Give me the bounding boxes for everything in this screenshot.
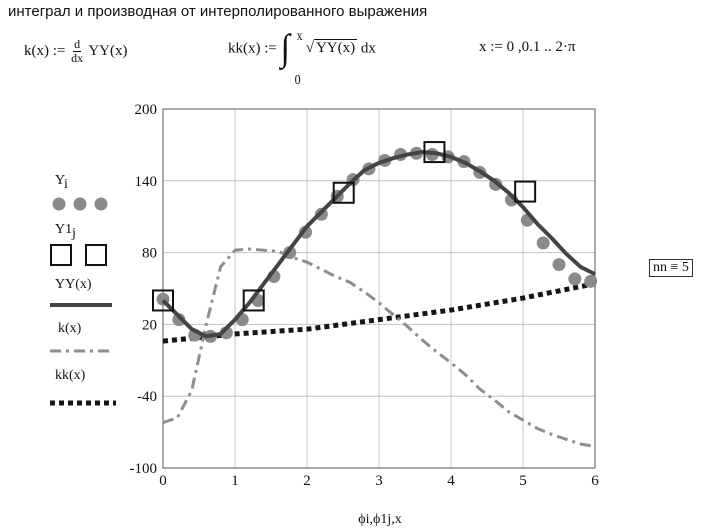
- series-yy-line: [161, 150, 596, 339]
- legend-swatch-yi: [52, 197, 66, 211]
- x-axis-label: ϕi,ϕ1j,x: [358, 512, 402, 527]
- legend-swatch-y1: [50, 244, 72, 266]
- series-yi-point: [172, 313, 186, 327]
- series-y1-square: [332, 181, 355, 204]
- x-tick-label: 3: [375, 473, 383, 489]
- x-tick-label: 2: [303, 473, 311, 489]
- integral-upper-limit: x: [296, 28, 303, 44]
- series-y1-square: [152, 289, 174, 312]
- legend-swatch-y1: [85, 244, 107, 266]
- series-kk-line: [162, 281, 596, 344]
- page-heading: интеграл и производная от интерполирован…: [8, 3, 428, 20]
- x-tick-label: 4: [447, 473, 455, 489]
- y-tick-label: 200: [135, 102, 158, 118]
- series-y1-square: [242, 289, 265, 312]
- derivative-operator: d dx: [71, 38, 83, 65]
- integral-formula: kk(x) := ∫ x 0 √ YY(x) dx: [228, 28, 376, 87]
- series-y1-square: [423, 141, 446, 164]
- legend-swatch-yi: [94, 197, 108, 211]
- integral-lower-limit: 0: [294, 72, 301, 88]
- kk-lhs: kk(x) :=: [228, 40, 277, 57]
- k-lhs: k(x) :=: [24, 42, 66, 59]
- derivative-formula: k(x) := d dx YY(x): [24, 38, 127, 65]
- y-tick-label: 80: [142, 246, 157, 262]
- integral-dx: dx: [360, 40, 376, 57]
- legend-label-yi: Y: [55, 173, 65, 188]
- y-tick-label: 140: [135, 174, 158, 190]
- x-tick-label: 6: [591, 473, 599, 489]
- series-k-line: [162, 247, 596, 448]
- x-tick-label: 5: [519, 473, 527, 489]
- legend-label-k: k(x): [58, 321, 82, 336]
- sqrt-argument: YY(x): [313, 39, 358, 57]
- y-tick-label: -40: [137, 389, 157, 405]
- series-yi-point: [536, 236, 550, 250]
- k-rhs: YY(x): [88, 42, 128, 59]
- legend-label-yy: YY(x): [55, 277, 92, 292]
- y-tick-label: -100: [130, 461, 158, 477]
- dx-denominator: dx: [71, 51, 84, 65]
- legend-label-yi-sub: i: [64, 177, 68, 192]
- series-yi-point: [568, 272, 582, 286]
- integral-sign: ∫ x 0: [281, 28, 303, 87]
- x-tick-label: 0: [159, 473, 167, 489]
- legend-label-kk: kk(x): [55, 368, 86, 383]
- legend-label-y1: Y1: [55, 222, 72, 237]
- y-tick-label: 20: [142, 317, 157, 333]
- plot-frame: [162, 108, 596, 469]
- series-yi-point: [584, 274, 598, 288]
- x-tick-label: 1: [231, 473, 239, 489]
- range-definition: x := 0 ,0.1 .. 2·π: [479, 39, 576, 55]
- nn-definition: nn ≡ 5: [649, 259, 693, 277]
- series-y1-square: [514, 180, 537, 203]
- legend-swatch-yi: [73, 197, 87, 211]
- d-numerator: d: [73, 37, 82, 52]
- series-yi-point: [552, 258, 566, 272]
- sqrt-sign: √: [305, 40, 314, 57]
- legend-label-y1-sub: j: [71, 226, 76, 241]
